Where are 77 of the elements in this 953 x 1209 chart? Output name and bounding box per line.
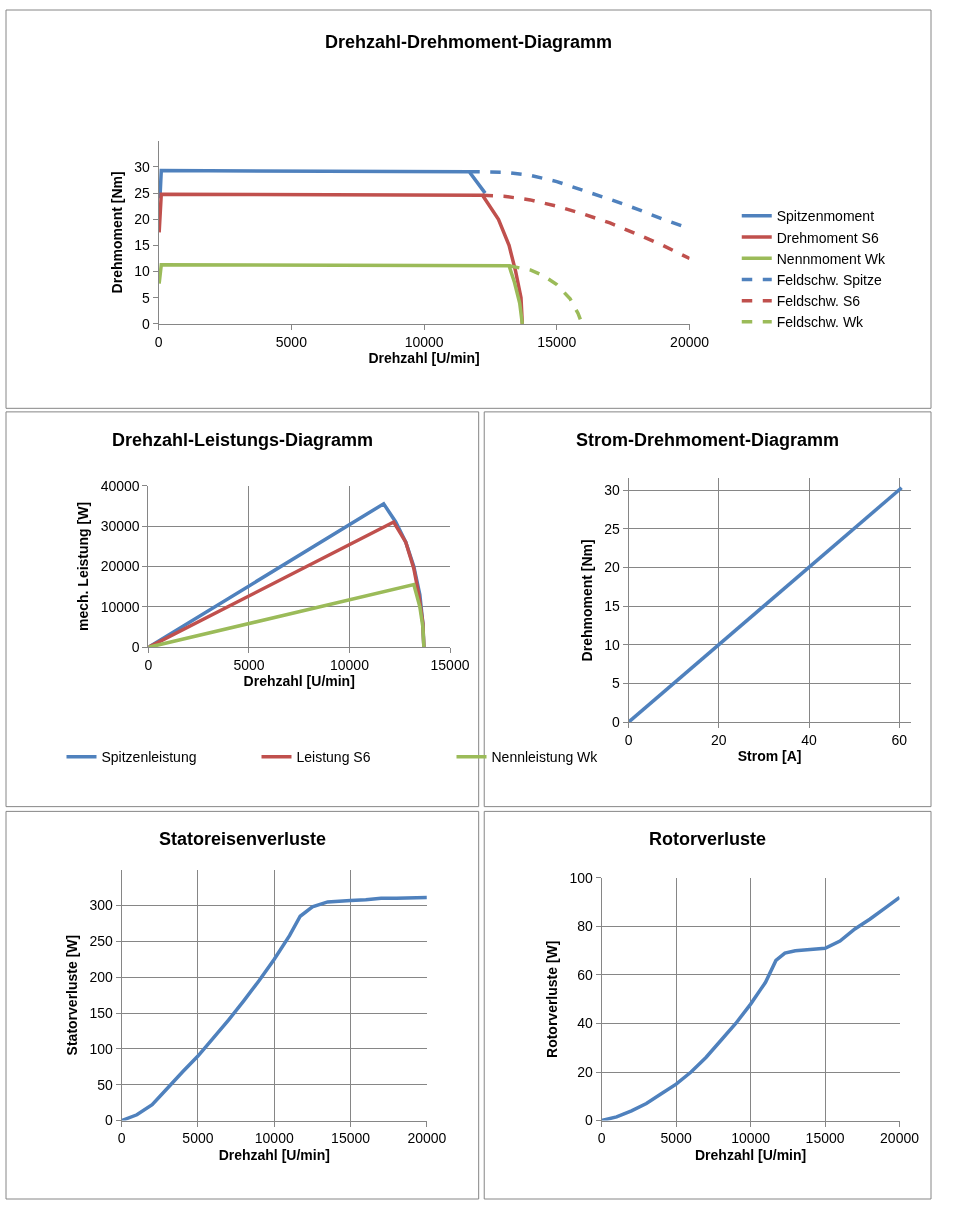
x-axis-title: Drehzahl [U/min] bbox=[695, 1146, 807, 1163]
x-tick-label: 15000 bbox=[537, 333, 577, 350]
y-tick-label: 40000 bbox=[100, 477, 140, 494]
y-tick-label: 5 bbox=[142, 289, 151, 306]
y-tick-label: 80 bbox=[577, 918, 594, 935]
y-tick-label: 60 bbox=[577, 966, 594, 983]
x-tick-label: 5000 bbox=[233, 657, 265, 674]
x-axis-title: Strom [A] bbox=[737, 748, 802, 765]
x-axis-title: Drehzahl [U/min] bbox=[368, 350, 480, 366]
x-tick-label: 15000 bbox=[805, 1130, 845, 1147]
legend-label: Nennmoment Wk bbox=[776, 250, 886, 267]
chart-title: Drehzahl-Drehmoment-Diagramm bbox=[325, 32, 613, 52]
x-tick-label: 5000 bbox=[182, 1130, 214, 1147]
y-tick-label: 0 bbox=[131, 639, 140, 656]
chart-title: Statoreisenverluste bbox=[159, 829, 327, 849]
x-tick-label: 10000 bbox=[254, 1130, 294, 1147]
x-tick-label: 5000 bbox=[275, 333, 308, 350]
chart-title: Strom-Drehmoment-Diagramm bbox=[576, 430, 840, 450]
x-tick-label: 0 bbox=[154, 333, 163, 350]
x-tick-label: 15000 bbox=[430, 657, 470, 674]
x-tick-label: 5000 bbox=[660, 1130, 692, 1147]
x-tick-label: 20 bbox=[711, 732, 727, 749]
y-tick-label: 150 bbox=[89, 1004, 114, 1021]
legend-label: Nennleistung Wk bbox=[491, 749, 599, 766]
y-tick-label: 15 bbox=[134, 237, 151, 254]
chart-title: Rotorverluste bbox=[649, 829, 767, 849]
y-tick-label: 200 bbox=[89, 969, 114, 986]
y-tick-label: 20 bbox=[604, 559, 620, 576]
x-tick-label: 20000 bbox=[670, 333, 710, 350]
legend-label: Feldschw. S6 bbox=[776, 293, 861, 310]
y-tick-label: 0 bbox=[611, 714, 620, 731]
y-tick-label: 20 bbox=[577, 1063, 594, 1080]
legend-label: Spitzenmoment bbox=[776, 208, 875, 225]
x-tick-label: 15000 bbox=[331, 1130, 371, 1147]
y-tick-label: 20 bbox=[134, 211, 151, 228]
y-tick-label: 100 bbox=[89, 1040, 114, 1057]
y-axis-title: Drehmoment [Nm] bbox=[108, 171, 125, 294]
y-tick-label: 30000 bbox=[100, 517, 140, 534]
y-axis-title: mech. Leistung [W] bbox=[75, 501, 92, 632]
y-tick-label: 5 bbox=[611, 675, 620, 692]
legend-label: Spitzenleistung bbox=[101, 749, 197, 766]
y-tick-label: 100 bbox=[569, 869, 594, 886]
x-tick-label: 20000 bbox=[407, 1130, 447, 1147]
y-tick-label: 10000 bbox=[100, 598, 140, 615]
y-axis-title: Rotorverluste [W] bbox=[544, 940, 561, 1058]
y-tick-label: 0 bbox=[105, 1112, 114, 1129]
x-tick-label: 10000 bbox=[404, 333, 444, 350]
y-tick-label: 25 bbox=[604, 520, 620, 537]
y-tick-label: 30 bbox=[604, 481, 620, 498]
y-tick-label: 250 bbox=[89, 933, 114, 950]
legend-label: Drehmoment S6 bbox=[776, 229, 879, 246]
y-tick-label: 0 bbox=[142, 315, 151, 332]
y-axis-title: Statorverluste [W] bbox=[64, 934, 81, 1056]
legend-label: Feldschw. Spitze bbox=[776, 271, 883, 288]
chart-title: Drehzahl-Leistungs-Diagramm bbox=[112, 430, 374, 450]
y-axis-title: Drehmoment [Nm] bbox=[578, 539, 595, 662]
x-tick-label: 0 bbox=[624, 732, 633, 749]
x-tick-label: 40 bbox=[801, 732, 818, 749]
legend-label: Leistung S6 bbox=[296, 749, 371, 766]
y-tick-label: 10 bbox=[134, 263, 151, 280]
legend-label: Feldschw. Wk bbox=[776, 314, 865, 331]
x-axis-title: Drehzahl [U/min] bbox=[243, 673, 355, 690]
y-tick-label: 40 bbox=[577, 1015, 594, 1032]
line-series bbox=[148, 582, 426, 648]
y-tick-label: 10 bbox=[604, 636, 620, 653]
y-tick-label: 50 bbox=[97, 1076, 114, 1093]
x-tick-label: 60 bbox=[891, 732, 908, 749]
y-tick-label: 25 bbox=[134, 185, 151, 202]
x-tick-label: 10000 bbox=[731, 1130, 771, 1147]
y-tick-label: 0 bbox=[585, 1112, 594, 1129]
x-tick-label: 10000 bbox=[330, 657, 370, 674]
y-tick-label: 15 bbox=[604, 598, 620, 615]
y-tick-label: 30 bbox=[134, 158, 151, 175]
x-tick-label: 20000 bbox=[880, 1130, 920, 1147]
y-tick-label: 20000 bbox=[100, 558, 140, 575]
x-axis-title: Drehzahl [U/min] bbox=[218, 1146, 330, 1163]
y-tick-label: 300 bbox=[89, 897, 114, 914]
